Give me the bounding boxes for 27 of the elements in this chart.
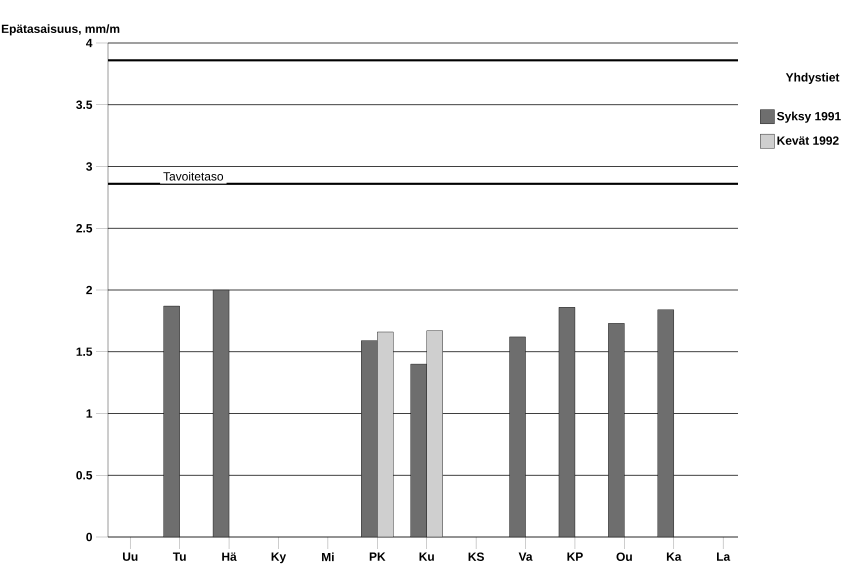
y-tick-label: 2 [86,286,92,294]
x-tick-label: Ka [666,552,682,561]
legend-label: Kevät 1992 [777,136,839,145]
x-tick-label: Tu [172,552,186,561]
x-tick-label: Va [518,552,533,561]
y-tick-label: 4 [86,38,92,48]
y-tick-label: 3 [86,162,92,171]
y-tick-label: 1 [86,409,92,418]
x-tick-label: Uu [122,552,138,561]
x-tick-label: KS [468,552,484,561]
y-tick-label: 0 [86,532,92,542]
y-tick-label: 2.5 [76,224,92,232]
y-tick-label: 1.5 [76,348,92,356]
x-tick-label: Ou [616,552,632,561]
legend-label: Syksy 1991 [777,112,841,123]
x-tick-label: Mi [322,552,334,562]
x-tick-label: Ku [420,552,434,561]
x-tick-label: La [717,552,730,561]
x-tick-label: Ky [272,552,286,564]
legend-title: Yhdystiet [786,72,840,84]
x-tick-label: KP [567,552,583,561]
ref-line-label: Tavoitetaso [163,172,224,181]
y-tick-label: 3.5 [76,100,92,109]
y-axis-title: Epätasaisuus, mm/m [2,24,120,36]
y-tick-label: 0.5 [76,471,92,480]
x-tick-label: PK [370,552,386,561]
x-tick-label: Hä [222,552,237,561]
